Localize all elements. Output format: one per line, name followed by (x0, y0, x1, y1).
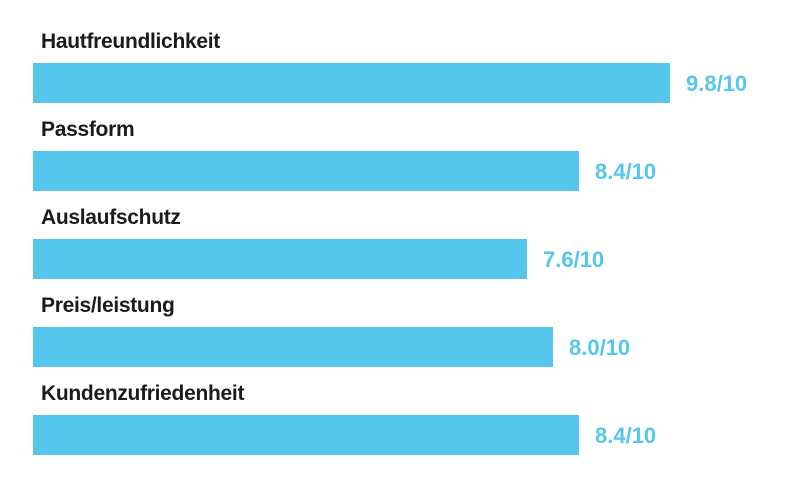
bar-row: 9.8/10 (33, 63, 773, 103)
rating-bar (33, 63, 670, 103)
bar-track: 7.6/10 (33, 239, 683, 279)
rating-label: Auslaufschutz (41, 206, 181, 229)
rating-label: Preis/leistung (41, 294, 175, 317)
rating-value: 8.4/10 (595, 159, 657, 184)
bar-track: 8.0/10 (33, 327, 683, 367)
rating-value: 7.6/10 (543, 247, 605, 272)
rating-row: Preis/leistung 8.0/10 (33, 295, 773, 367)
rating-row: Auslaufschutz 7.6/10 (33, 207, 773, 279)
rating-bar (33, 327, 553, 367)
rating-label: Kundenzufriedenheit (41, 382, 245, 405)
rating-label: Hautfreundlichkeit (41, 30, 220, 53)
rating-row: Kundenzufriedenheit 8.4/10 (33, 383, 773, 455)
bar-track: 9.8/10 (33, 63, 747, 103)
rating-value: 8.4/10 (595, 423, 657, 448)
bar-track: 8.4/10 (33, 415, 683, 455)
bar-chart: Hautfreundlichkeit 9.8/10 Passform 8.4/1… (33, 31, 773, 471)
rating-row: Passform 8.4/10 (33, 119, 773, 191)
rating-bar (33, 151, 579, 191)
rating-bar (33, 415, 579, 455)
rating-row: Hautfreundlichkeit 9.8/10 (33, 31, 773, 103)
rating-value: 8.0/10 (569, 335, 631, 360)
rating-label: Passform (41, 118, 135, 141)
bar-row: 8.0/10 (33, 327, 773, 367)
bar-row: 8.4/10 (33, 415, 773, 455)
bar-row: 7.6/10 (33, 239, 773, 279)
rating-bar (33, 239, 527, 279)
bar-row: 8.4/10 (33, 151, 773, 191)
bar-track: 8.4/10 (33, 151, 683, 191)
rating-value: 9.8/10 (686, 71, 748, 96)
